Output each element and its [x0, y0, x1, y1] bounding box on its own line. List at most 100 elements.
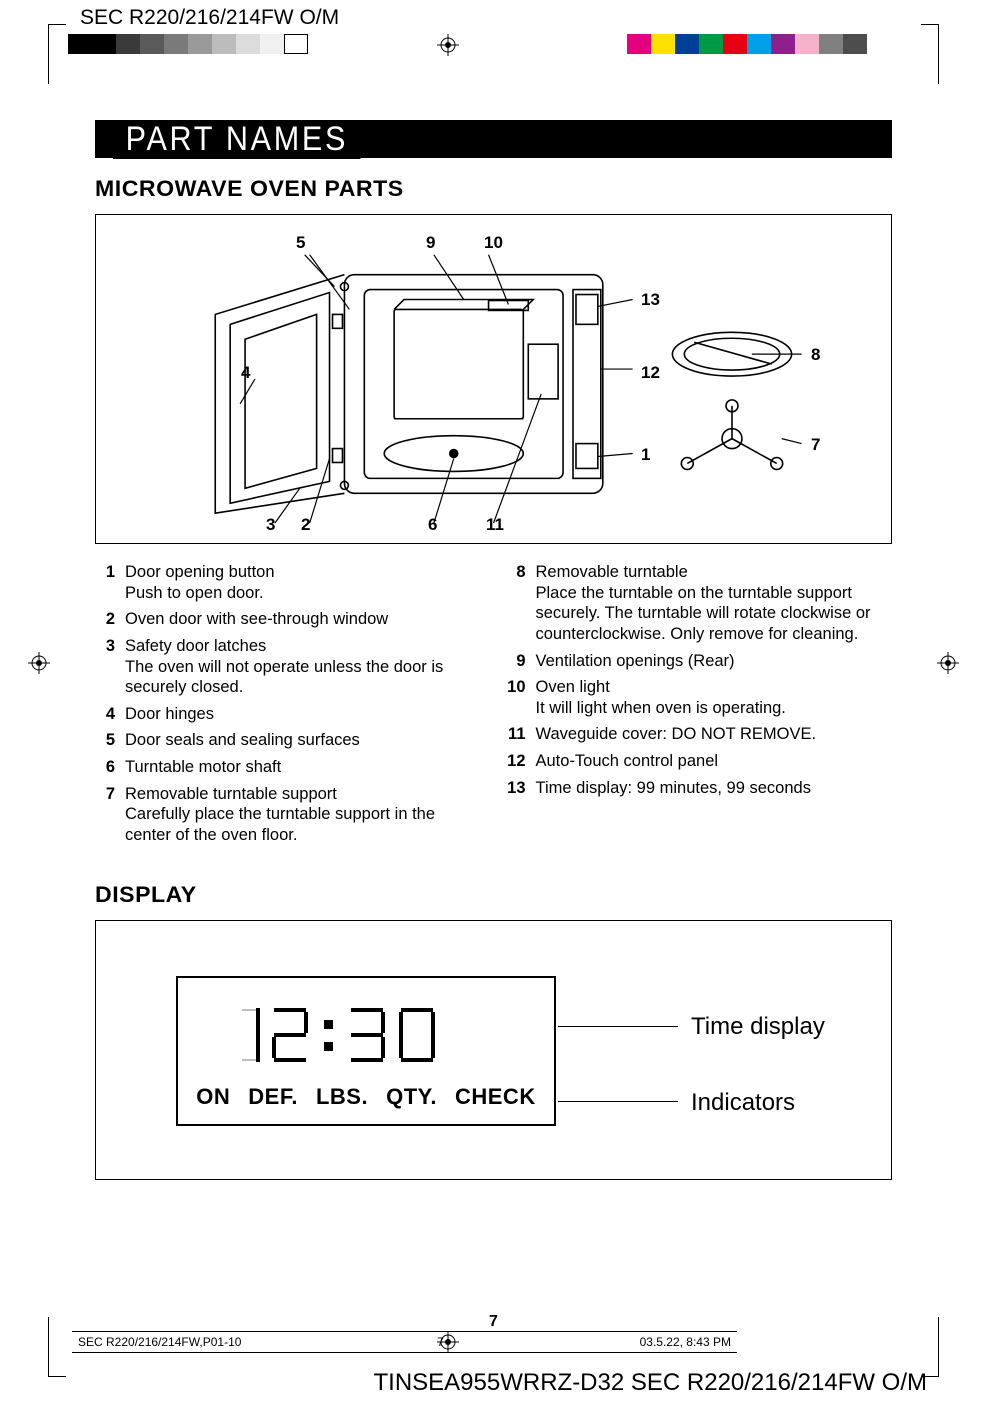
footer-mid: 7: [437, 1335, 444, 1349]
footer-right: 03.5.22, 8:43 PM: [640, 1335, 731, 1349]
leader-line: [558, 1026, 678, 1028]
swatch: [675, 34, 699, 54]
lcd-indicator: LBS.: [316, 1084, 368, 1110]
microwave-parts-diagram: 5 9 10 13 12 1 4 3 2 6 11 8 7: [95, 214, 892, 544]
swatch: [747, 34, 771, 54]
swatch: [116, 34, 140, 54]
running-head-top: SEC R220/216/214FW O/M: [80, 6, 339, 30]
part-number: 12: [506, 751, 536, 772]
section-title-bar: PART NAMES: [95, 120, 892, 158]
part-desc: Carefully place the turntable support in…: [125, 804, 482, 845]
leader-line: [558, 1101, 678, 1103]
lcd-indicator: ON: [196, 1084, 230, 1110]
part-item: 6Turntable motor shaft: [95, 757, 482, 778]
swatch: [140, 34, 164, 54]
swatch: [627, 34, 651, 54]
part-item: 10Oven lightIt will light when oven is o…: [506, 677, 893, 718]
imposition-footer: SEC R220/216/214FW,P01-10 7 03.5.22, 8:4…: [72, 1331, 737, 1353]
crop-mark-tr: [921, 24, 939, 84]
display-diagram: ONDEF.LBS.QTY.CHECK Time display Indicat…: [95, 920, 892, 1180]
part-item: 7Removable turntable supportCarefully pl…: [95, 784, 482, 846]
part-text: Removable turntable supportCarefully pla…: [125, 784, 482, 846]
colorbar-cmyk: [627, 34, 867, 54]
callout-2: 2: [301, 515, 310, 535]
part-desc: Push to open door.: [125, 583, 482, 604]
parts-list-left: 1Door opening buttonPush to open door.2O…: [95, 562, 482, 852]
part-desc: The oven will not operate unless the doo…: [125, 657, 482, 698]
part-item: 12Auto-Touch control panel: [506, 751, 893, 772]
part-text: Waveguide cover: DO NOT REMOVE.: [536, 724, 893, 745]
callout-5: 5: [296, 233, 305, 253]
swatch: [771, 34, 795, 54]
crop-mark-bl: [48, 1317, 66, 1377]
part-text: Oven lightIt will light when oven is ope…: [536, 677, 893, 718]
part-title: Ventilation openings (Rear): [536, 651, 893, 672]
registration-mark-icon: [937, 652, 959, 674]
callout-3: 3: [266, 515, 275, 535]
swatch: [164, 34, 188, 54]
part-number: 11: [506, 724, 536, 745]
part-title: Turntable motor shaft: [125, 757, 482, 778]
callout-11: 11: [486, 515, 504, 535]
part-text: Turntable motor shaft: [125, 757, 482, 778]
lcd-indicator: QTY.: [386, 1084, 437, 1110]
callout-8: 8: [811, 345, 820, 365]
callout-13: 13: [641, 290, 660, 310]
part-number: 6: [95, 757, 125, 778]
lcd-indicators-row: ONDEF.LBS.QTY.CHECK: [196, 1084, 535, 1110]
part-item: 11Waveguide cover: DO NOT REMOVE.: [506, 724, 893, 745]
part-desc: It will light when oven is operating.: [536, 698, 893, 719]
part-number: 1: [95, 562, 125, 603]
part-text: Door hinges: [125, 704, 482, 725]
part-text: Removable turntablePlace the turntable o…: [536, 562, 893, 645]
registration-mark-icon: [28, 652, 50, 674]
swatch: [795, 34, 819, 54]
registration-mark-icon: [437, 34, 459, 56]
footer-left: SEC R220/216/214FW,P01-10: [78, 1335, 241, 1349]
lcd-indicator: DEF.: [248, 1084, 298, 1110]
running-head-bottom: TINSEA955WRRZ-D32 SEC R220/216/214FW O/M: [373, 1369, 927, 1397]
part-item: 4Door hinges: [95, 704, 482, 725]
callout-7: 7: [811, 435, 820, 455]
part-number: 2: [95, 609, 125, 630]
indicators-label: Indicators: [691, 1089, 795, 1117]
part-item: 5Door seals and sealing surfaces: [95, 730, 482, 751]
part-title: Auto-Touch control panel: [536, 751, 893, 772]
swatch: [188, 34, 212, 54]
callout-4: 4: [241, 363, 250, 383]
part-number: 3: [95, 636, 125, 698]
subheading-parts: MICROWAVE OVEN PARTS: [95, 176, 932, 202]
part-title: Safety door latches: [125, 636, 482, 657]
part-item: 1Door opening buttonPush to open door.: [95, 562, 482, 603]
swatch: [284, 34, 308, 54]
swatch: [260, 34, 284, 54]
part-item: 13Time display: 99 minutes, 99 seconds: [506, 778, 893, 799]
lcd-panel: ONDEF.LBS.QTY.CHECK: [176, 976, 556, 1126]
subheading-display: DISPLAY: [95, 882, 932, 908]
swatch: [723, 34, 747, 54]
part-title: Oven light: [536, 677, 893, 698]
part-number: 4: [95, 704, 125, 725]
part-text: Door seals and sealing surfaces: [125, 730, 482, 751]
microwave-svg: [96, 215, 891, 543]
page-number: 7: [489, 1313, 498, 1331]
callout-9: 9: [426, 233, 435, 253]
part-title: Door hinges: [125, 704, 482, 725]
swatch: [819, 34, 843, 54]
part-text: Safety door latchesThe oven will not ope…: [125, 636, 482, 698]
swatch: [843, 34, 867, 54]
page-content: PART NAMES MICROWAVE OVEN PARTS: [95, 100, 892, 1301]
part-number: 10: [506, 677, 536, 718]
part-text: Door opening buttonPush to open door.: [125, 562, 482, 603]
parts-list-right: 8Removable turntablePlace the turntable …: [506, 562, 893, 852]
callout-10: 10: [484, 233, 503, 253]
part-title: Door opening button: [125, 562, 482, 583]
time-display-label: Time display: [691, 1013, 825, 1041]
parts-list: 1Door opening buttonPush to open door.2O…: [95, 562, 892, 852]
part-number: 9: [506, 651, 536, 672]
callout-1: 1: [641, 445, 650, 465]
part-title: Door seals and sealing surfaces: [125, 730, 482, 751]
part-desc: Place the turntable on the turntable sup…: [536, 583, 893, 645]
part-title: Removable turntable support: [125, 784, 482, 805]
callout-12: 12: [641, 363, 660, 383]
